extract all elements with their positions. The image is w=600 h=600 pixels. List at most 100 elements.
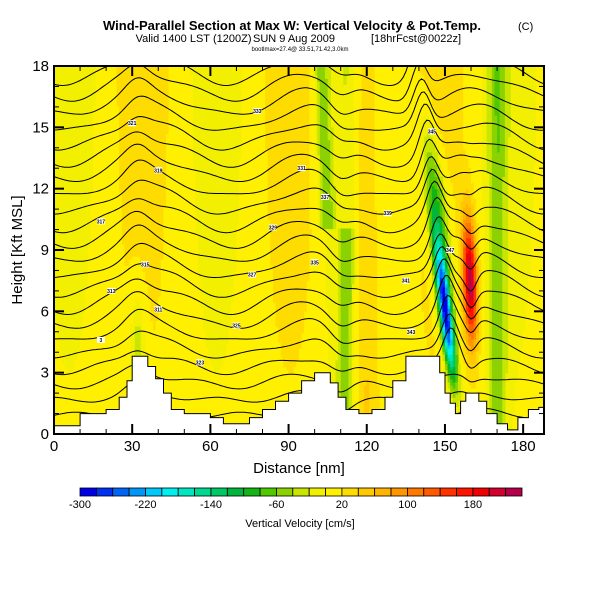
velocity-cell: [166, 286, 170, 291]
velocity-cell: [179, 320, 183, 325]
velocity-cell: [150, 308, 154, 312]
velocity-cell: [74, 378, 79, 383]
velocity-cell: [100, 108, 105, 113]
velocity-cell: [90, 207, 94, 211]
velocity-cell: [93, 289, 97, 294]
velocity-cell: [171, 265, 175, 269]
velocity-cell: [168, 363, 172, 368]
velocity-cell: [186, 246, 191, 251]
velocity-cell: [147, 139, 152, 144]
velocity-cell: [124, 265, 128, 269]
velocity-cell: [173, 133, 178, 138]
velocity-cell: [119, 142, 123, 147]
velocity-cell: [137, 173, 141, 177]
chart-subtitle-date: SUN 9 Aug 2009: [253, 33, 335, 45]
velocity-cell: [184, 305, 188, 309]
velocity-cell: [100, 302, 105, 306]
velocity-cell: [106, 105, 110, 110]
velocity-cell: [129, 75, 133, 79]
velocity-cell: [121, 115, 125, 119]
velocity-cell: [176, 274, 180, 279]
velocity-cell: [95, 274, 99, 279]
velocity-cell: [168, 75, 172, 79]
velocity-cell: [184, 342, 188, 346]
velocity-cell: [184, 188, 188, 193]
velocity-cell: [181, 151, 185, 156]
velocity-cell: [95, 381, 99, 386]
velocity-cell: [119, 145, 123, 150]
velocity-cell: [113, 105, 118, 110]
velocity-cell: [186, 72, 191, 76]
velocity-cell: [90, 378, 94, 383]
velocity-cell: [173, 148, 178, 153]
velocity-cell: [106, 323, 110, 328]
velocity-cell: [189, 302, 193, 306]
velocity-cell: [171, 108, 175, 113]
velocity-cell: [147, 308, 152, 312]
velocity-cell: [90, 292, 94, 297]
velocity-cell: [153, 283, 157, 288]
velocity-cell: [103, 84, 107, 89]
velocity-cell: [160, 200, 165, 205]
velocity-cell: [181, 253, 185, 257]
velocity-cell: [77, 388, 81, 392]
velocity-cell: [176, 308, 180, 312]
velocity-cell: [111, 112, 115, 116]
velocity-cell: [132, 84, 136, 89]
velocity-cell: [142, 283, 146, 288]
velocity-cell: [168, 375, 172, 380]
velocity-cell: [166, 335, 170, 340]
velocity-cell: [111, 90, 115, 95]
velocity-cell: [179, 93, 183, 98]
velocity-cell: [106, 66, 110, 70]
velocity-cell: [119, 332, 123, 337]
velocity-cell: [116, 268, 120, 273]
velocity-cell: [147, 289, 152, 294]
velocity-cell: [155, 271, 159, 276]
velocity-cell: [113, 360, 118, 365]
velocity-cell: [150, 286, 154, 291]
velocity-cell: [163, 360, 167, 365]
velocity-cell: [150, 219, 154, 223]
velocity-cell: [95, 81, 99, 85]
velocity-cell: [137, 121, 141, 125]
velocity-cell: [132, 185, 136, 190]
velocity-cell: [142, 127, 146, 131]
velocity-cell: [160, 213, 165, 217]
velocity-cell: [142, 194, 146, 199]
velocity-cell: [192, 394, 196, 398]
velocity-cell: [160, 268, 165, 273]
velocity-cell: [113, 378, 118, 383]
velocity-cell: [95, 296, 99, 300]
velocity-cell: [121, 378, 125, 383]
velocity-cell: [173, 240, 178, 245]
velocity-cell: [121, 161, 125, 165]
velocity-cell: [189, 345, 193, 349]
velocity-cell: [119, 234, 123, 239]
velocity-cell: [119, 133, 123, 138]
velocity-cell: [192, 369, 196, 374]
velocity-cell: [98, 253, 102, 257]
velocity-cell: [108, 78, 112, 82]
velocity-cell: [186, 78, 191, 82]
velocity-cell: [134, 207, 139, 211]
velocity-cell: [64, 394, 68, 398]
velocity-cell: [150, 154, 154, 159]
velocity-cell: [72, 421, 76, 426]
velocity-cell: [119, 259, 123, 263]
velocity-cell: [192, 292, 196, 297]
velocity-cell: [121, 108, 125, 113]
velocity-cell: [108, 151, 112, 156]
velocity-cell: [111, 262, 115, 266]
velocity-cell: [140, 96, 144, 101]
velocity-cell: [137, 335, 141, 340]
velocity-cell: [113, 354, 118, 358]
velocity-cell: [140, 283, 144, 288]
velocity-cell: [119, 102, 123, 107]
velocity-cell: [95, 323, 99, 328]
velocity-cell: [111, 280, 115, 285]
velocity-cell: [181, 259, 185, 263]
velocity-cell: [126, 136, 131, 141]
velocity-cell: [95, 268, 99, 273]
velocity-cell: [189, 188, 193, 193]
